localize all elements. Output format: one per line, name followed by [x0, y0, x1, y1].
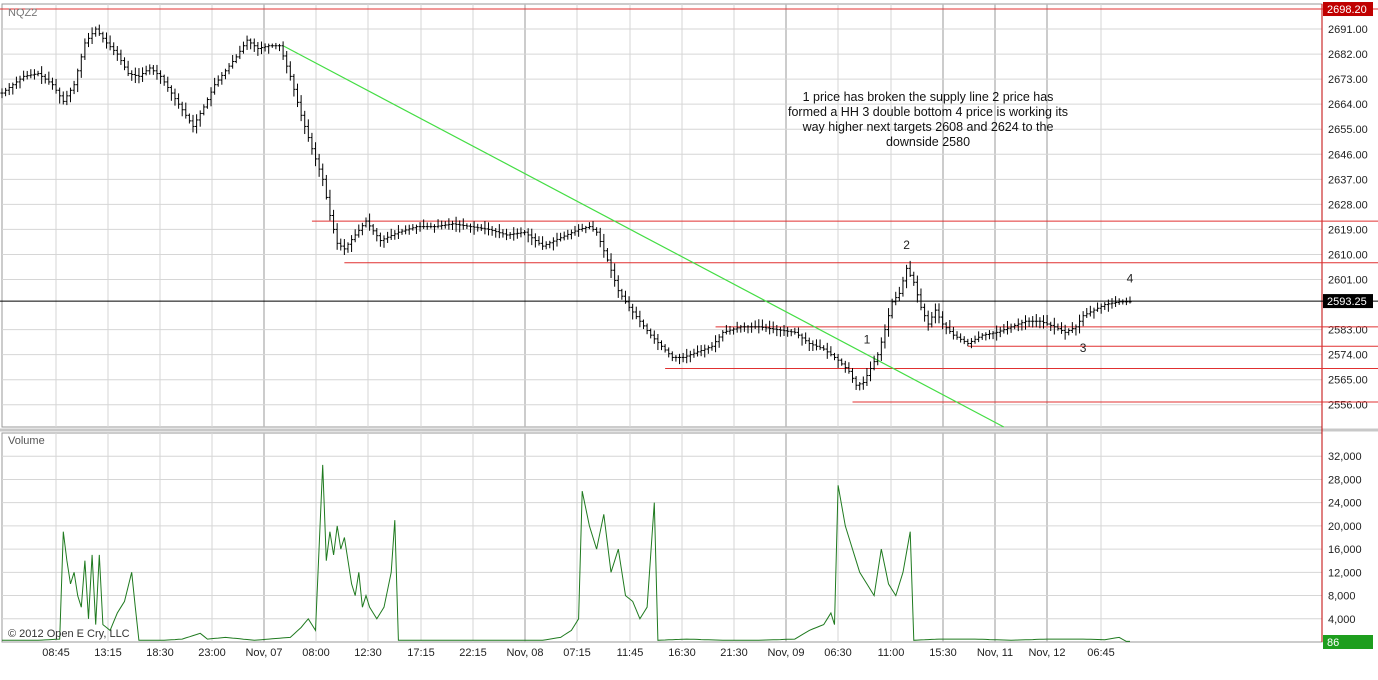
y-tick-label: 2646.00	[1328, 149, 1368, 161]
y-tick-label: 2583.00	[1328, 325, 1368, 337]
y-tick-label: 2556.00	[1328, 400, 1368, 412]
x-tick-label: Nov, 07	[245, 647, 282, 659]
volume-tick-label: 16,000	[1328, 544, 1362, 556]
x-tick-label: 06:45	[1087, 647, 1115, 659]
x-tick-label: Nov, 11	[977, 647, 1013, 659]
x-tick-label: 23:00	[198, 647, 226, 659]
last-price-tag: 2593.25	[1327, 296, 1367, 308]
x-tick-label: 22:15	[459, 647, 487, 659]
x-tick-label: 08:00	[302, 647, 330, 659]
y-tick-label: 2673.00	[1328, 74, 1368, 86]
volume-tick-label: 4,000	[1328, 614, 1356, 626]
x-tick-label: 15:30	[929, 647, 957, 659]
copyright-text: © 2012 Open E Cry, LLC	[8, 628, 130, 640]
x-tick-label: Nov, 12	[1028, 647, 1065, 659]
volume-tick-label: 32,000	[1328, 451, 1362, 463]
x-tick-label: 21:30	[720, 647, 748, 659]
annotation-line: way higher next targets 2608 and 2624 to…	[802, 120, 1054, 134]
y-tick-label: 2601.00	[1328, 275, 1368, 287]
x-tick-label: 07:15	[563, 647, 591, 659]
y-tick-label: 2574.00	[1328, 350, 1368, 362]
symbol-title: NQZ2	[8, 7, 37, 19]
volume-tick-label: 20,000	[1328, 521, 1362, 533]
volume-tick-label: 12,000	[1328, 567, 1362, 579]
y-tick-label: 2682.00	[1328, 49, 1368, 61]
volume-title: Volume	[8, 435, 45, 447]
last-price-tag-bg	[1323, 294, 1373, 309]
volume-line	[2, 464, 1130, 642]
ohlc-bars	[0, 24, 1132, 391]
x-tick-label: 18:30	[146, 647, 174, 659]
supply-trend-line	[282, 45, 1005, 428]
x-tick-label: 16:30	[668, 647, 696, 659]
y-tick-label: 2610.00	[1328, 249, 1368, 261]
x-tick-label: 17:15	[407, 647, 435, 659]
top-price-tag-bg	[1323, 2, 1373, 17]
y-tick-label: 2619.00	[1328, 224, 1368, 236]
marker-label-4: 4	[1127, 271, 1134, 285]
last-volume-tag: 86	[1327, 637, 1339, 649]
y-tick-label: 2637.00	[1328, 174, 1368, 186]
volume-tick-label: 24,000	[1328, 498, 1362, 510]
x-tick-label: Nov, 08	[506, 647, 543, 659]
y-tick-label: 2628.00	[1328, 199, 1368, 211]
annotation-line: 1 price has broken the supply line 2 pri…	[803, 90, 1054, 104]
volume-tick-label: 8,000	[1328, 591, 1356, 603]
x-tick-label: 06:30	[824, 647, 852, 659]
marker-label-1: 1	[864, 333, 871, 347]
y-tick-label: 2565.00	[1328, 375, 1368, 387]
x-tick-label: 11:00	[878, 647, 905, 659]
y-tick-label: 2691.00	[1328, 24, 1368, 36]
marker-label-2: 2	[903, 238, 910, 252]
y-tick-label: 2664.00	[1328, 99, 1368, 111]
last-volume-tag-bg	[1323, 635, 1373, 649]
x-tick-label: 08:45	[42, 647, 70, 659]
marker-label-3: 3	[1080, 341, 1087, 355]
x-tick-label: Nov, 09	[767, 647, 804, 659]
volume-tick-label: 28,000	[1328, 474, 1362, 486]
x-tick-label: 13:15	[94, 647, 122, 659]
annotation-line: formed a HH 3 double bottom 4 price is w…	[788, 105, 1068, 119]
y-tick-label: 2655.00	[1328, 124, 1368, 136]
x-tick-label: 12:30	[354, 647, 382, 659]
annotation-line: downside 2580	[886, 135, 970, 149]
top-price-tag: 2698.20	[1327, 4, 1367, 16]
x-tick-label: 11:45	[617, 647, 644, 659]
